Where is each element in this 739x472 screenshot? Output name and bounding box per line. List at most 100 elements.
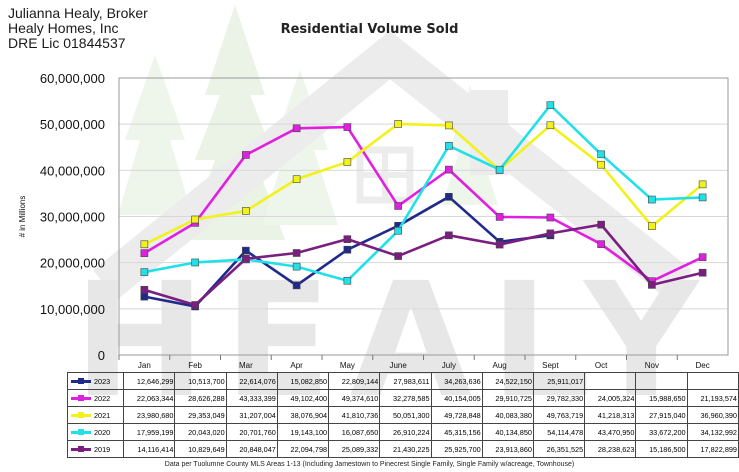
data-point <box>445 193 453 201</box>
data-point <box>597 240 605 248</box>
y-axis-label: # in Millions <box>18 196 27 238</box>
x-tick-label: Feb <box>188 361 202 370</box>
table-cell: 49,374,610 <box>328 389 381 407</box>
table-cell: 15,186,500 <box>635 440 688 458</box>
series-line-2019 <box>144 223 703 307</box>
legend-entry: 2022 <box>66 389 125 407</box>
x-tick-label: May <box>340 361 355 370</box>
broker-name: Julianna Healy, Broker <box>8 5 148 21</box>
table-cell: 17,822,899 <box>686 440 739 458</box>
legend-marker <box>71 429 91 436</box>
data-point <box>191 301 199 309</box>
series-line-2021 <box>143 122 704 246</box>
data-source-footer: Data per Tuolumne County MLS Areas 1-13 … <box>164 461 575 468</box>
table-cell: 22,614,076 <box>225 372 278 390</box>
data-point <box>546 121 555 130</box>
x-tick-label: Sept <box>542 361 559 370</box>
table-row-2019: 2019 14,116,414 10,829,649 20,848,047 22,094… <box>66 440 739 458</box>
table-cell: 20,848,047 <box>225 440 278 458</box>
legend-marker <box>71 378 91 385</box>
data-point <box>445 141 453 150</box>
table-cell: 45,315,156 <box>430 423 483 441</box>
table-cell: 43,333,399 <box>225 389 278 407</box>
legend-label: 2022 <box>94 393 111 403</box>
legend-entry: 2021 <box>66 406 125 424</box>
table-cell: 15,082,850 <box>276 372 330 390</box>
data-point <box>343 245 352 254</box>
table-cell: 33,672,200 <box>635 423 688 441</box>
data-point <box>343 158 352 166</box>
broker-company: Healy Homes, Inc <box>8 20 119 36</box>
data-point <box>191 215 199 224</box>
x-tick-label: Aug <box>493 361 507 370</box>
table-cell <box>686 372 739 390</box>
y-tick-label: 20,000,000 <box>40 256 105 271</box>
data-point <box>597 220 605 229</box>
table-cell: 40,083,380 <box>481 406 534 424</box>
table-cell: 28,626,288 <box>174 389 227 407</box>
chart-title: Residential Volume Sold <box>280 22 459 37</box>
x-tick-label: Nov <box>645 361 659 370</box>
table-cell: 20,701,760 <box>225 423 278 441</box>
data-point <box>140 286 149 294</box>
data-point <box>648 222 656 230</box>
x-tick-label: July <box>442 361 456 370</box>
table-cell: 49,763,719 <box>532 406 586 424</box>
data-point <box>648 281 656 289</box>
table-cell: 25,089,332 <box>328 440 381 458</box>
table-cell: 29,782,330 <box>532 389 586 407</box>
data-point <box>242 207 250 215</box>
table-cell <box>635 372 688 390</box>
data-point <box>242 254 250 263</box>
table-cell <box>584 372 637 390</box>
series-2019 <box>140 220 707 309</box>
y-tick-label: 10,000,000 <box>40 302 105 317</box>
table-cell: 15,988,650 <box>635 389 688 407</box>
data-point <box>394 252 402 260</box>
table-cell: 24,005,324 <box>584 389 637 407</box>
data-point <box>394 226 402 235</box>
legend-label: 2019 <box>94 444 111 454</box>
table-cell: 38,076,904 <box>276 406 330 424</box>
table-cell: 40,134,850 <box>481 423 534 441</box>
table-cell: 21,430,225 <box>379 440 432 458</box>
data-point <box>394 202 402 210</box>
table-cell: 36,960,390 <box>686 406 739 424</box>
table-cell: 41,810,736 <box>328 406 381 424</box>
table-cell: 31,207,004 <box>225 406 278 424</box>
x-tick-label: Jan <box>138 361 151 370</box>
table-cell: 22,063,344 <box>123 389 176 407</box>
data-point <box>140 292 149 301</box>
data-table: 2023 12,646,299 10,513,700 22,614,076 15,082… <box>66 372 739 458</box>
table-cell: 10,513,700 <box>174 372 227 390</box>
table-cell: 17,959,199 <box>123 423 176 441</box>
table-cell: 16,087,650 <box>328 423 381 441</box>
data-point <box>495 240 504 249</box>
data-point <box>495 213 504 221</box>
data-point <box>140 268 149 276</box>
y-tick-label: 30,000,000 <box>40 210 105 225</box>
data-point <box>191 258 199 267</box>
data-point <box>343 235 352 243</box>
data-point <box>698 180 707 189</box>
data-point <box>242 246 250 255</box>
legend-marker <box>71 412 91 419</box>
table-row-2021: 2021 23,980,680 29,353,049 31,207,004 38,076… <box>66 406 739 424</box>
data-point <box>343 276 352 285</box>
table-cell: 32,278,585 <box>379 389 432 407</box>
table-cell: 24,522,150 <box>481 372 534 390</box>
table-row-2022: 2022 22,063,344 28,626,288 43,333,399 49,102… <box>66 389 739 407</box>
table-cell: 23,913,860 <box>481 440 534 458</box>
data-point <box>140 240 149 249</box>
x-tick-label: Apr <box>290 361 303 370</box>
table-cell: 25,911,017 <box>532 372 586 390</box>
data-point <box>495 165 504 174</box>
table-cell: 21,193,574 <box>686 389 739 407</box>
y-tick-label: 60,000,000 <box>40 71 105 86</box>
table-cell: 22,094,798 <box>276 440 330 458</box>
data-point <box>597 150 605 159</box>
data-point <box>292 124 301 133</box>
table-cell: 27,915,040 <box>635 406 688 424</box>
x-tick-label: Mar <box>239 361 253 370</box>
